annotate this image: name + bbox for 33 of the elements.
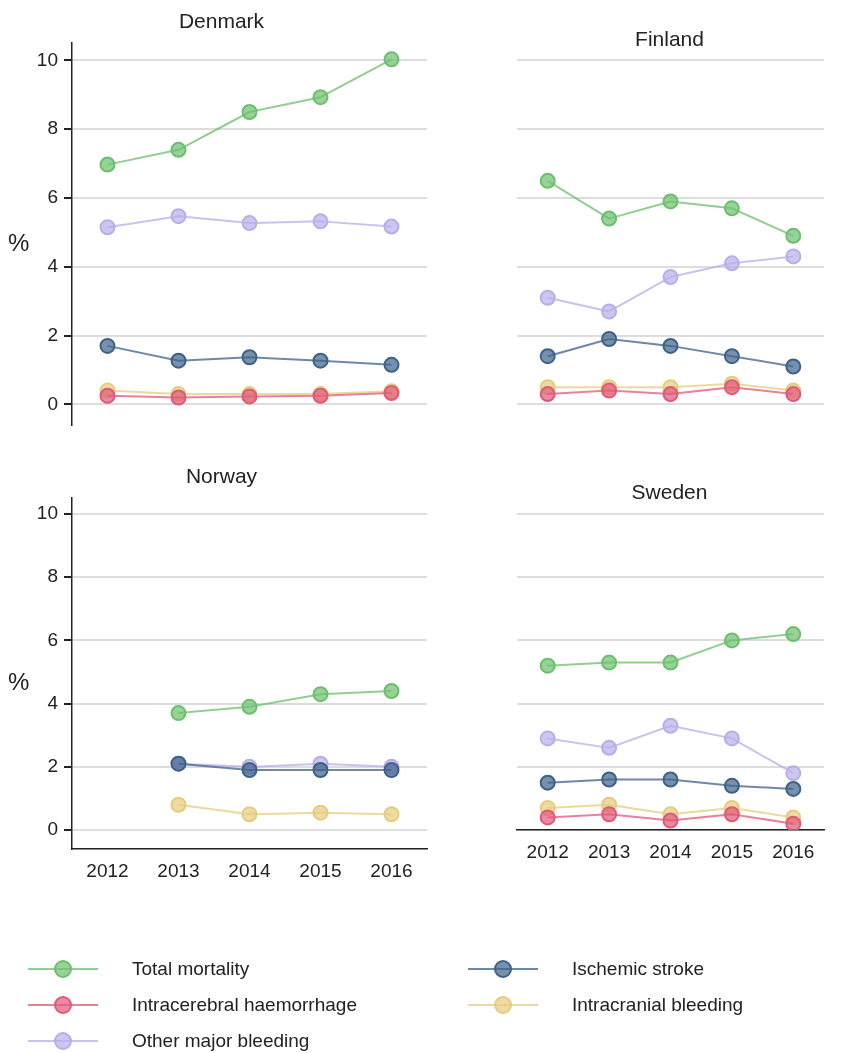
chart-title: Sweden [631,480,708,504]
y-tick-label: 2 [47,323,58,345]
y-tick-label: 0 [47,818,58,840]
x-tick-label: 2015 [299,859,342,881]
y-tick-label: 10 [36,502,58,524]
legend-label: Total mortality [132,958,250,980]
x-tick-label: 2016 [772,840,815,862]
x-tick-label: 2014 [228,859,272,881]
x-tick-label: 2016 [370,859,413,881]
x-tick-label: 2013 [587,840,631,862]
chart-title: Denmark [178,9,265,33]
y-tick-label: 8 [47,117,58,139]
y-tick-label: 6 [47,628,58,650]
legend-label: Ischemic stroke [572,958,704,980]
x-tick-label: 2012 [86,859,129,881]
y-tick-label: 4 [47,691,59,713]
y-tick-label: 4 [47,255,59,277]
y-tick-label: 10 [36,48,58,70]
chart-title: Finland [635,26,704,50]
x-tick-label: 2013 [157,859,200,881]
chart-title: Norway [185,464,258,488]
y-axis-title: % [8,668,30,696]
y-tick-label: 2 [47,755,58,777]
y-tick-label: 0 [47,392,58,414]
x-tick-label: 2015 [710,840,754,862]
x-tick-label: 2012 [526,840,569,862]
legend-label: Intracerebral haemorrhage [132,994,357,1016]
y-tick-label: 6 [47,186,58,208]
legend-label: Other major bleeding [132,1030,310,1052]
x-tick-label: 2014 [649,840,693,862]
y-tick-label: 8 [47,565,58,587]
y-axis-title: % [8,228,30,256]
legend-label: Intracranial bleeding [572,994,744,1016]
